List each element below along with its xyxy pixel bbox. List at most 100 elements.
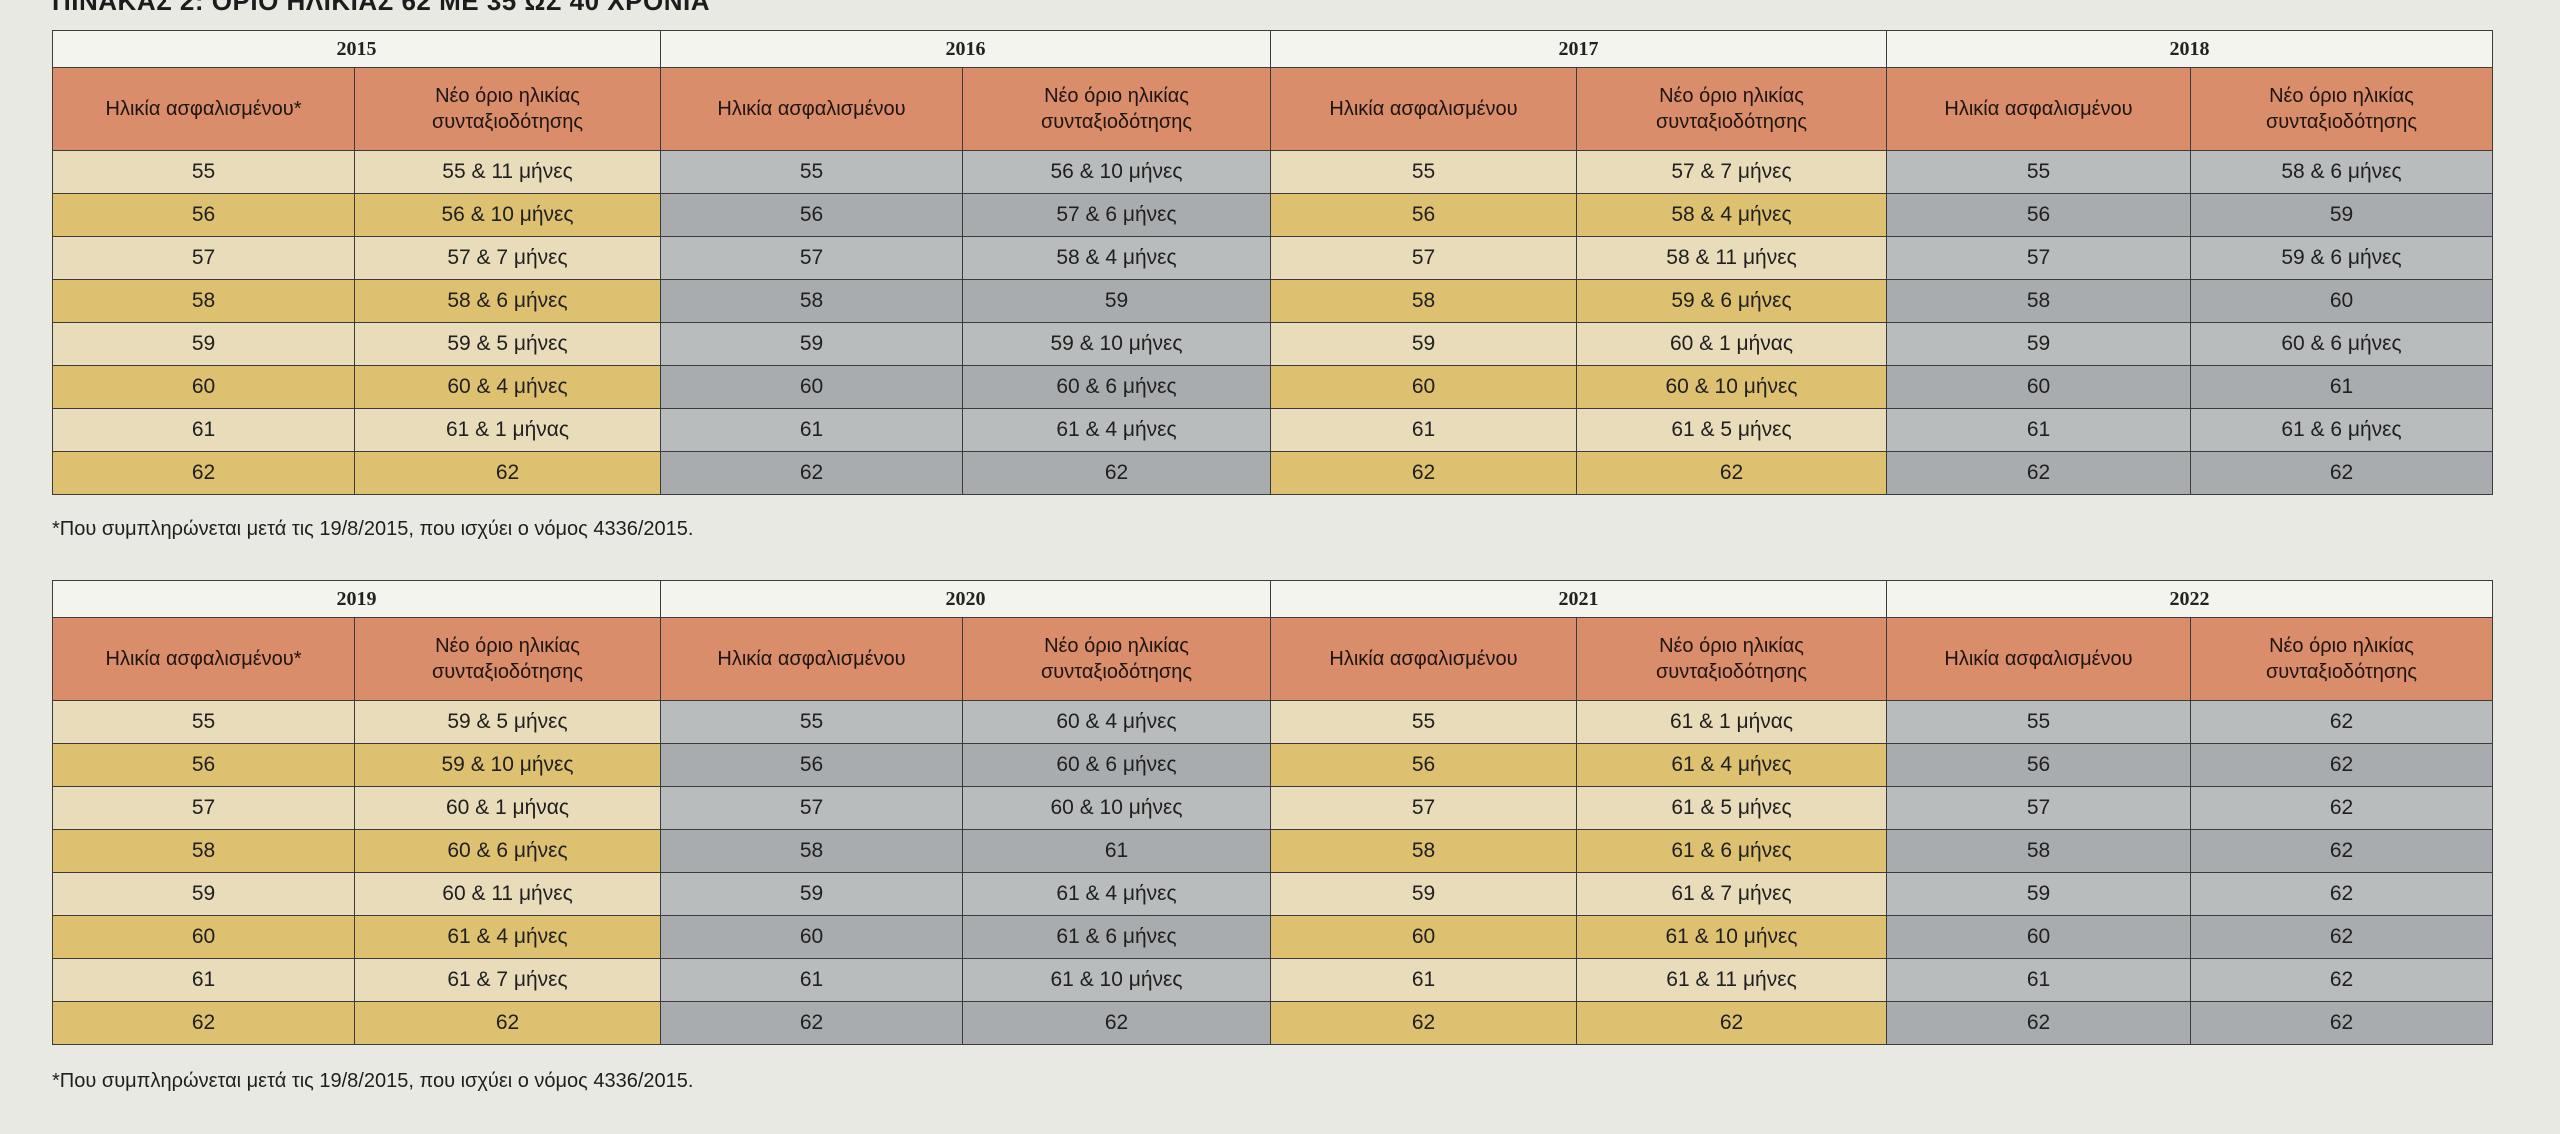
- age-cell: 59: [52, 872, 355, 916]
- new-limit-cell: 61: [2190, 365, 2493, 409]
- new-limit-cell: 57 & 7 μήνες: [1576, 150, 1887, 194]
- new-limit-cell: 58 & 11 μήνες: [1576, 236, 1887, 280]
- new-limit-cell: 60 & 6 μήνες: [962, 743, 1271, 787]
- new-limit-cell: 61 & 7 μήνες: [1576, 872, 1887, 916]
- age-cell: 55: [1270, 700, 1577, 744]
- table-row: 55 55 & 11 μήνες 55 56 & 10 μήνες 55 57 & 7 μ…: [52, 150, 2493, 194]
- age-cell: 59: [1886, 872, 2191, 916]
- new-limit-cell: 56 & 10 μήνες: [354, 193, 661, 237]
- age-cell: 55: [660, 150, 963, 194]
- age-cell: 58: [1886, 279, 2191, 323]
- age-cell: 59: [1270, 322, 1577, 366]
- new-limit-cell: 61 & 7 μήνες: [354, 958, 661, 1002]
- year-header: 2021: [1270, 580, 1887, 618]
- age-cell: 55: [52, 700, 355, 744]
- new-limit-cell: 60 & 6 μήνες: [2190, 322, 2493, 366]
- age-cell: 60: [52, 365, 355, 409]
- year-header: 2017: [1270, 30, 1887, 68]
- age-cell: 62: [1886, 451, 2191, 495]
- table-row: 62 62 62 62 62 62 62 62: [52, 451, 2493, 495]
- column-header-new-limit: Νέο όριο ηλικίας συνταξιοδότησης: [1576, 617, 1887, 701]
- column-header-age: Ηλικία ασφαλισμένου*: [52, 67, 355, 151]
- new-limit-cell: 62: [354, 451, 661, 495]
- new-limit-cell: 60 & 11 μήνες: [354, 872, 661, 916]
- column-header-age: Ηλικία ασφαλισμένου: [1270, 617, 1577, 701]
- age-cell: 58: [52, 279, 355, 323]
- age-cell: 57: [1886, 786, 2191, 830]
- new-limit-cell: 60 & 6 μήνες: [962, 365, 1271, 409]
- new-limit-cell: 61 & 1 μήνας: [1576, 700, 1887, 744]
- age-cell: 62: [52, 451, 355, 495]
- age-cell: 58: [1270, 829, 1577, 873]
- new-limit-cell: 62: [2190, 872, 2493, 916]
- age-cell: 57: [52, 786, 355, 830]
- new-limit-cell: 61 & 4 μήνες: [354, 915, 661, 959]
- new-limit-cell: 59 & 6 μήνες: [2190, 236, 2493, 280]
- footnote: *Που συμπληρώνεται μετά τις 19/8/2015, π…: [52, 518, 694, 540]
- column-header-age: Ηλικία ασφαλισμένου*: [52, 617, 355, 701]
- new-limit-cell: 60 & 1 μήνας: [1576, 322, 1887, 366]
- age-cell: 58: [660, 829, 963, 873]
- age-cell: 61: [52, 958, 355, 1002]
- new-limit-cell: 62: [2190, 958, 2493, 1002]
- column-header-row: Ηλικία ασφαλισμένου* Νέο όριο ηλικίας συ…: [52, 67, 2493, 151]
- new-limit-cell: 56 & 10 μήνες: [962, 150, 1271, 194]
- age-cell: 58: [660, 279, 963, 323]
- new-limit-cell: 61 & 6 μήνες: [1576, 829, 1887, 873]
- age-cell: 59: [52, 322, 355, 366]
- age-cell: 62: [52, 1001, 355, 1045]
- new-limit-cell: 61 & 4 μήνες: [962, 408, 1271, 452]
- age-cell: 55: [660, 700, 963, 744]
- new-limit-cell: 55 & 11 μήνες: [354, 150, 661, 194]
- new-limit-cell: 61 & 6 μήνες: [2190, 408, 2493, 452]
- new-limit-cell: 61: [962, 829, 1271, 873]
- table-row: 56 56 & 10 μήνες 56 57 & 6 μήνες 56 58 & 4 μή…: [52, 193, 2493, 237]
- new-limit-cell: 61 & 1 μήνας: [354, 408, 661, 452]
- new-limit-cell: 59 & 6 μήνες: [1576, 279, 1887, 323]
- age-cell: 56: [1886, 193, 2191, 237]
- age-cell: 58: [1886, 829, 2191, 873]
- table-row: 60 60 & 4 μήνες 60 60 & 6 μήνες 60 60 & 10 μή…: [52, 365, 2493, 409]
- age-limit-table-2019-2022: 2019 2020 2021 2022 Ηλικία ασφαλισμένου*…: [52, 580, 2493, 1045]
- age-cell: 62: [1270, 1001, 1577, 1045]
- new-limit-cell: 62: [2190, 915, 2493, 959]
- table-row: 61 61 & 7 μήνες 61 61 & 10 μήνες 61 61 & 11 μ…: [52, 958, 2493, 1002]
- age-cell: 56: [1270, 193, 1577, 237]
- year-header: 2019: [52, 580, 661, 618]
- age-cell: 56: [52, 193, 355, 237]
- age-cell: 62: [660, 451, 963, 495]
- year-header: 2020: [660, 580, 1271, 618]
- year-header: 2016: [660, 30, 1271, 68]
- age-cell: 61: [1886, 958, 2191, 1002]
- age-cell: 56: [1270, 743, 1577, 787]
- new-limit-cell: 60 & 4 μήνες: [962, 700, 1271, 744]
- new-limit-cell: 61 & 4 μήνες: [962, 872, 1271, 916]
- age-cell: 62: [1270, 451, 1577, 495]
- new-limit-cell: 62: [1576, 1001, 1887, 1045]
- age-cell: 56: [660, 743, 963, 787]
- new-limit-cell: 59: [962, 279, 1271, 323]
- age-cell: 62: [660, 1001, 963, 1045]
- age-cell: 60: [1270, 915, 1577, 959]
- table-row: 56 59 & 10 μήνες 56 60 & 6 μήνες 56 61 & 4 μή…: [52, 743, 2493, 787]
- age-cell: 62: [1886, 1001, 2191, 1045]
- new-limit-cell: 62: [2190, 1001, 2493, 1045]
- table-row: 57 60 & 1 μήνας 57 60 & 10 μήνες 57 61 & 5 μή…: [52, 786, 2493, 830]
- year-header-row: 2019 2020 2021 2022: [52, 580, 2493, 618]
- new-limit-cell: 62: [354, 1001, 661, 1045]
- age-limit-table-2015-2018: 2015 2016 2017 2018 Ηλικία ασφαλισμένου*…: [52, 30, 2493, 495]
- new-limit-cell: 60 & 4 μήνες: [354, 365, 661, 409]
- age-cell: 60: [660, 365, 963, 409]
- age-cell: 57: [1270, 786, 1577, 830]
- age-cell: 61: [1270, 408, 1577, 452]
- new-limit-cell: 62: [1576, 451, 1887, 495]
- table-row: 55 59 & 5 μήνες 55 60 & 4 μήνες 55 61 & 1 μήν…: [52, 700, 2493, 744]
- new-limit-cell: 61 & 10 μήνες: [962, 958, 1271, 1002]
- year-header: 2015: [52, 30, 661, 68]
- age-cell: 56: [1886, 743, 2191, 787]
- new-limit-cell: 59 & 10 μήνες: [354, 743, 661, 787]
- new-limit-cell: 60 & 1 μήνας: [354, 786, 661, 830]
- age-cell: 55: [1886, 700, 2191, 744]
- age-cell: 61: [1886, 408, 2191, 452]
- age-cell: 60: [1886, 365, 2191, 409]
